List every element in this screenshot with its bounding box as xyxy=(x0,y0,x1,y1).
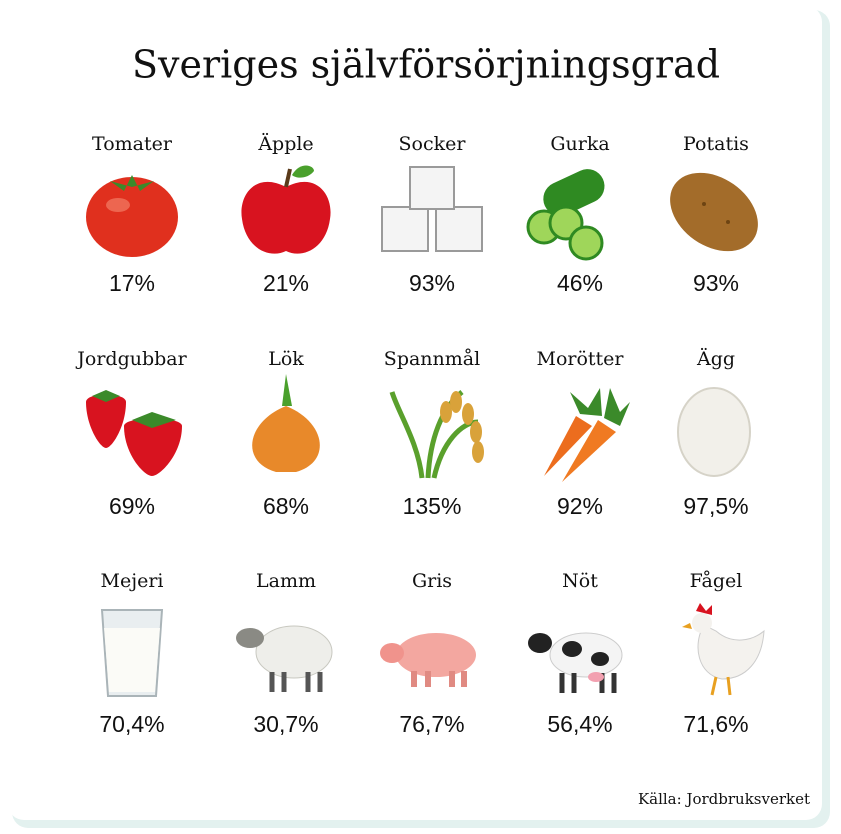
item-value: 46% xyxy=(557,270,603,296)
item-label: Fågel xyxy=(690,570,743,592)
item-value: 56,4% xyxy=(547,711,612,737)
chicken-icon xyxy=(682,603,765,696)
item-value: 92% xyxy=(557,493,603,519)
carrot-icon xyxy=(544,388,630,482)
item-label: Morötter xyxy=(536,348,624,370)
item-label: Nöt xyxy=(562,570,598,592)
item-value: 17% xyxy=(109,270,155,296)
item-label: Spannmål xyxy=(384,348,480,370)
item-label: Gurka xyxy=(550,133,609,155)
item-label: Lök xyxy=(268,348,304,370)
item-value: 68% xyxy=(263,493,309,519)
potato-icon xyxy=(670,172,758,252)
item-label: Potatis xyxy=(683,133,749,155)
apple-icon xyxy=(241,165,331,254)
cucumber-icon xyxy=(526,169,605,261)
item-value: 71,6% xyxy=(683,711,748,737)
cow-icon xyxy=(528,632,623,693)
item-value: 21% xyxy=(263,270,309,296)
title: Sveriges självförsörjningsgrad xyxy=(132,43,720,87)
item-value: 93% xyxy=(409,270,455,296)
grain-icon xyxy=(389,390,484,479)
item-label: Socker xyxy=(399,133,467,155)
lamb-icon xyxy=(236,625,333,692)
item-label: Ägg xyxy=(696,347,735,370)
item-value: 76,7% xyxy=(399,711,464,737)
item-label: Äpple xyxy=(257,132,313,155)
item-value: 93% xyxy=(693,270,739,296)
item-value: 30,7% xyxy=(253,711,318,737)
source: Källa: Jordbruksverket xyxy=(638,790,810,808)
item-label: Gris xyxy=(412,570,452,592)
item-value: 70,4% xyxy=(99,711,164,737)
card xyxy=(8,6,822,820)
onion-icon xyxy=(252,374,320,472)
item-value: 135% xyxy=(403,493,462,519)
item-label: Lamm xyxy=(256,570,316,592)
item-label: Mejeri xyxy=(101,570,164,592)
item-value: 97,5% xyxy=(683,493,748,519)
pig-icon xyxy=(380,633,476,687)
milk-icon xyxy=(100,609,164,697)
tomato-icon xyxy=(86,175,178,257)
sugar-icon xyxy=(381,166,483,252)
item-value: 69% xyxy=(109,493,155,519)
egg-icon xyxy=(677,387,751,477)
strawberry-icon xyxy=(86,390,182,476)
item-label: Jordgubbar xyxy=(75,348,187,370)
item-label: Tomater xyxy=(92,133,173,155)
